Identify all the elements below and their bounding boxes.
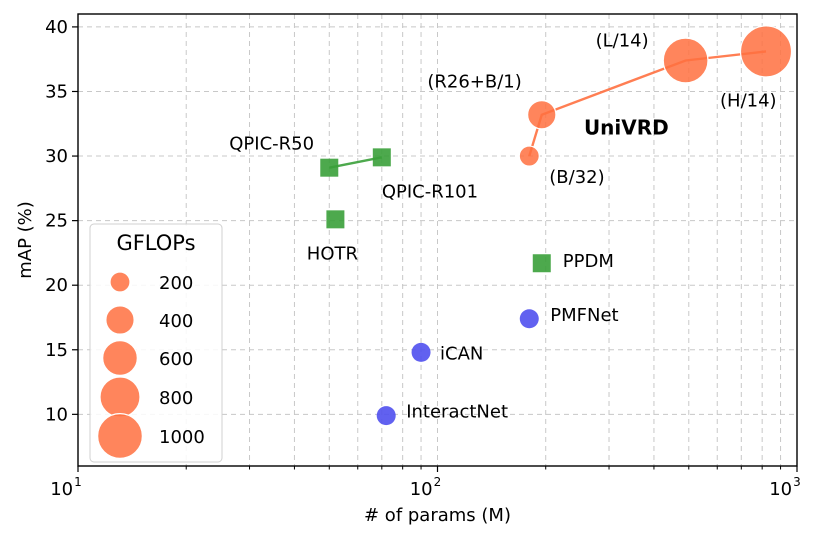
point-ppdm (532, 254, 551, 273)
x-tick-label: 102 (410, 475, 442, 500)
y-axis-title: mAP (%) (15, 201, 36, 279)
y-tick-label: 15 (45, 340, 68, 361)
x-axis: 101 102 103 (50, 466, 801, 500)
y-tick-label: 35 (45, 81, 68, 102)
point-interactnet (376, 406, 396, 426)
label-pmfnet: PMFNet (550, 305, 618, 326)
legend-label: 1000 (159, 427, 205, 448)
x-axis-title: # of params (M) (364, 505, 511, 526)
label-ppdm: PPDM (563, 251, 614, 272)
point-qpic-r101 (372, 148, 391, 167)
label-h-14: (H/14) (720, 90, 777, 111)
legend-label: 200 (159, 273, 193, 294)
annotation-univrd: UniVRD (584, 116, 669, 140)
series-1: QPIC-R50 QPIC-R101 (229, 134, 478, 203)
point-h-14 (739, 25, 793, 78)
legend-label: 400 (159, 311, 193, 332)
point-l-14 (662, 37, 709, 84)
legend-marker (102, 340, 138, 376)
legend-title: GFLOPs (116, 231, 195, 255)
x-tick-label: 103 (769, 475, 801, 500)
legend-label: 600 (159, 349, 193, 370)
label-l-14: (L/14) (596, 30, 649, 51)
point-hotr (326, 210, 345, 229)
legend-marker (105, 305, 135, 335)
label-qpic-r101: QPIC-R101 (382, 181, 478, 202)
point-r26-b-1 (527, 99, 557, 130)
legend-marker (109, 271, 131, 293)
label-b-32: (B/32) (549, 167, 604, 188)
y-axis: 10 15 20 25 30 35 40 (45, 17, 78, 425)
series-2: HOTR PPDM (307, 210, 614, 273)
legend-marker (97, 413, 143, 459)
y-tick-label: 10 (45, 404, 68, 425)
y-tick-label: 25 (45, 211, 68, 232)
point-b-32 (518, 145, 540, 167)
y-tick-label: 40 (45, 17, 68, 38)
series-line (528, 50, 767, 157)
legend-label: 800 (159, 388, 193, 409)
point-ican (411, 342, 431, 362)
series-3: iCAN PMFNet InteractNet (376, 305, 619, 426)
legend: GFLOPs 200 400 600 800 1000 (89, 223, 223, 463)
point-pmfnet (519, 309, 539, 329)
label-interactnet: InteractNet (406, 402, 508, 423)
label-r26-b-1: (R26+B/1) (427, 72, 521, 93)
x-tick-label: 101 (50, 475, 82, 500)
label-qpic-r50: QPIC-R50 (229, 134, 314, 155)
grid (78, 14, 797, 466)
series-univrd: (B/32) (R26+B/1) (L/14) (H/14) (427, 25, 793, 188)
point-qpic-r50 (320, 158, 339, 177)
label-ican: iCAN (440, 343, 483, 364)
y-tick-label: 30 (45, 146, 68, 167)
legend-marker (99, 376, 141, 418)
label-hotr: HOTR (307, 243, 358, 264)
y-tick-label: 20 (45, 275, 68, 296)
